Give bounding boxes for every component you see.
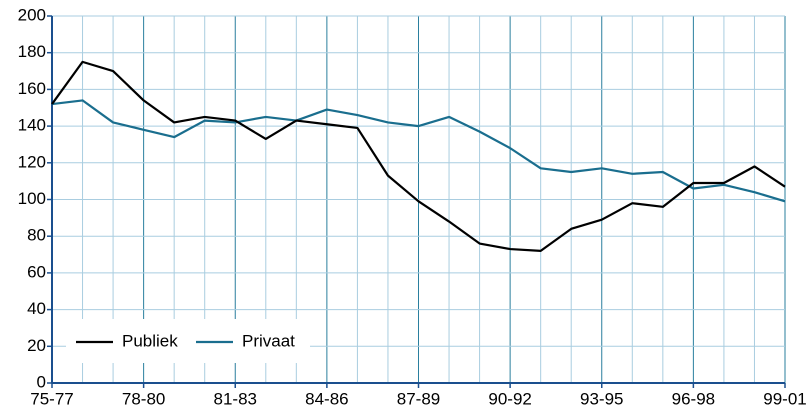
- x-tick-label: 93-95: [580, 389, 623, 408]
- x-tick-label: 75-77: [30, 389, 73, 408]
- y-tick-label: 100: [18, 189, 46, 208]
- y-tick-label: 20: [27, 336, 46, 355]
- y-tick-label: 180: [18, 42, 46, 61]
- y-tick-label: 120: [18, 152, 46, 171]
- line-series: [51, 60, 786, 252]
- x-tick-label: 87-89: [397, 389, 440, 408]
- y-tick-label: 160: [18, 79, 46, 98]
- y-tick-label: 140: [18, 116, 46, 135]
- x-tick-label: 90-92: [488, 389, 531, 408]
- x-tick-label: 81-83: [214, 389, 257, 408]
- line-series: [51, 99, 786, 203]
- y-tick-label: 200: [18, 5, 46, 24]
- x-tick-label: 84-86: [305, 389, 348, 408]
- x-tick-label: 99-01: [763, 389, 806, 408]
- y-tick-label: 40: [27, 299, 46, 318]
- y-tick-label: 60: [27, 262, 46, 281]
- y-tick-label: 80: [27, 226, 46, 245]
- x-tick-label: 78-80: [122, 389, 165, 408]
- legend-label: Publiek: [122, 331, 178, 350]
- y-tick-label: 0: [37, 372, 46, 391]
- legend-label: Privaat: [242, 331, 295, 350]
- x-tick-label: 96-98: [672, 389, 715, 408]
